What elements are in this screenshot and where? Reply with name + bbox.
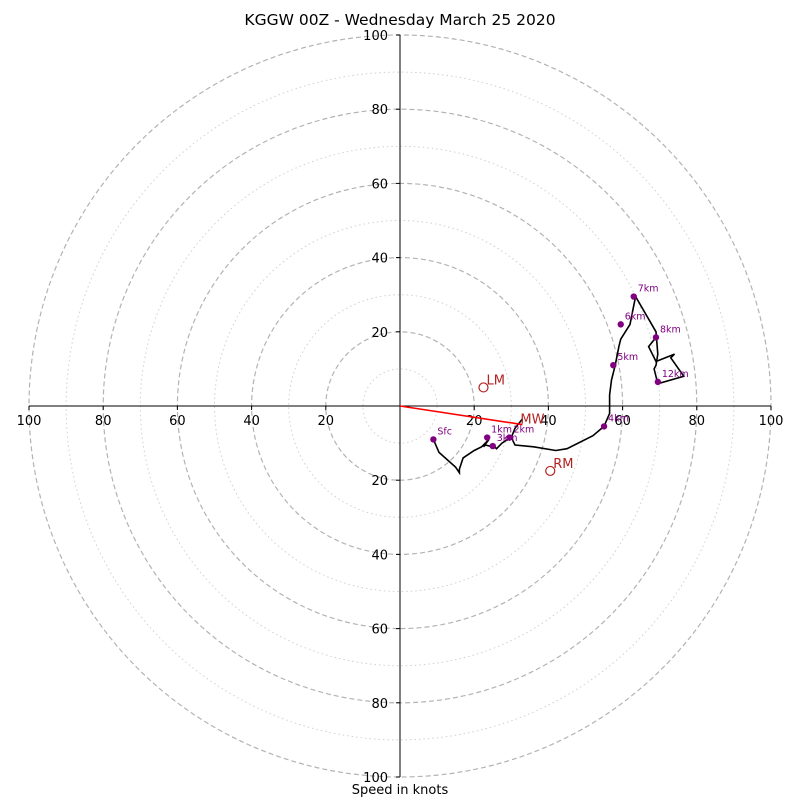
height-label-6km: 6km xyxy=(625,311,646,322)
y-tick-label: 60 xyxy=(371,177,388,192)
height-marker-8km xyxy=(652,334,660,341)
y-tick-label: 20 xyxy=(371,326,388,341)
hodograph-series: MW xyxy=(399,294,686,476)
x-tick-label: 100 xyxy=(17,414,42,429)
height-label-sfc: Sfc xyxy=(437,426,452,437)
tick-labels: 100 80 60 40 20 20 40 60 80 100100806040202040608… xyxy=(17,29,784,786)
y-tick-label: 80 xyxy=(371,697,388,712)
storm-label-lm: LM xyxy=(486,373,504,388)
height-marker-6km xyxy=(617,321,624,328)
height-label-2km: 2km xyxy=(513,425,534,436)
height-label-3km: 3km xyxy=(497,433,518,444)
height-marker-4km xyxy=(600,423,608,430)
storm-marker-lm xyxy=(478,382,489,393)
height-marker-2km xyxy=(506,434,513,441)
y-tick-label: 40 xyxy=(371,548,388,563)
x-tick-label: 100 xyxy=(759,414,784,429)
x-tick-label: 40 xyxy=(540,414,557,429)
x-tick-label: 60 xyxy=(169,414,186,429)
storm-label-rm: RM xyxy=(553,457,573,472)
storm-motion-markers: LM RM xyxy=(478,373,574,477)
storm-marker-rm xyxy=(545,465,556,477)
height-label-5km: 5km xyxy=(617,352,638,363)
y-tick-label: 20 xyxy=(371,474,388,489)
x-tick-label: 80 xyxy=(95,414,112,429)
mean-wind-label: MW xyxy=(520,413,544,428)
height-label-7km: 7km xyxy=(638,284,659,295)
height-label-12km: 12km xyxy=(662,369,689,380)
height-marker-sfc xyxy=(430,436,437,443)
mean-wind-vector xyxy=(399,405,523,426)
chart-title: KGGW 00Z - Wednesday March 25 2020 xyxy=(244,11,556,29)
height-marker-7km xyxy=(630,293,637,300)
x-tick-label: 60 xyxy=(614,414,631,429)
y-tick-label: 80 xyxy=(371,103,388,118)
x-tick-label: 80 xyxy=(689,414,706,429)
y-tick-label: 100 xyxy=(363,29,388,44)
height-marker-5km xyxy=(610,361,617,369)
y-tick-label: 40 xyxy=(371,252,388,267)
y-tick-label: 60 xyxy=(371,623,388,638)
height-marker-3km xyxy=(489,442,496,450)
height-label-8km: 8km xyxy=(660,324,681,335)
hodograph-line xyxy=(432,294,686,476)
x-axis-label: Speed in knots xyxy=(351,783,449,798)
height-label-4km: 4km xyxy=(608,413,629,424)
y-tick-label: 100 xyxy=(363,771,388,786)
x-tick-label: 40 xyxy=(243,414,260,429)
height-marker-1km xyxy=(483,434,491,441)
height-label-1km: 1km xyxy=(491,425,512,436)
x-tick-label: 20 xyxy=(318,414,335,429)
height-marker-12km xyxy=(654,378,662,386)
